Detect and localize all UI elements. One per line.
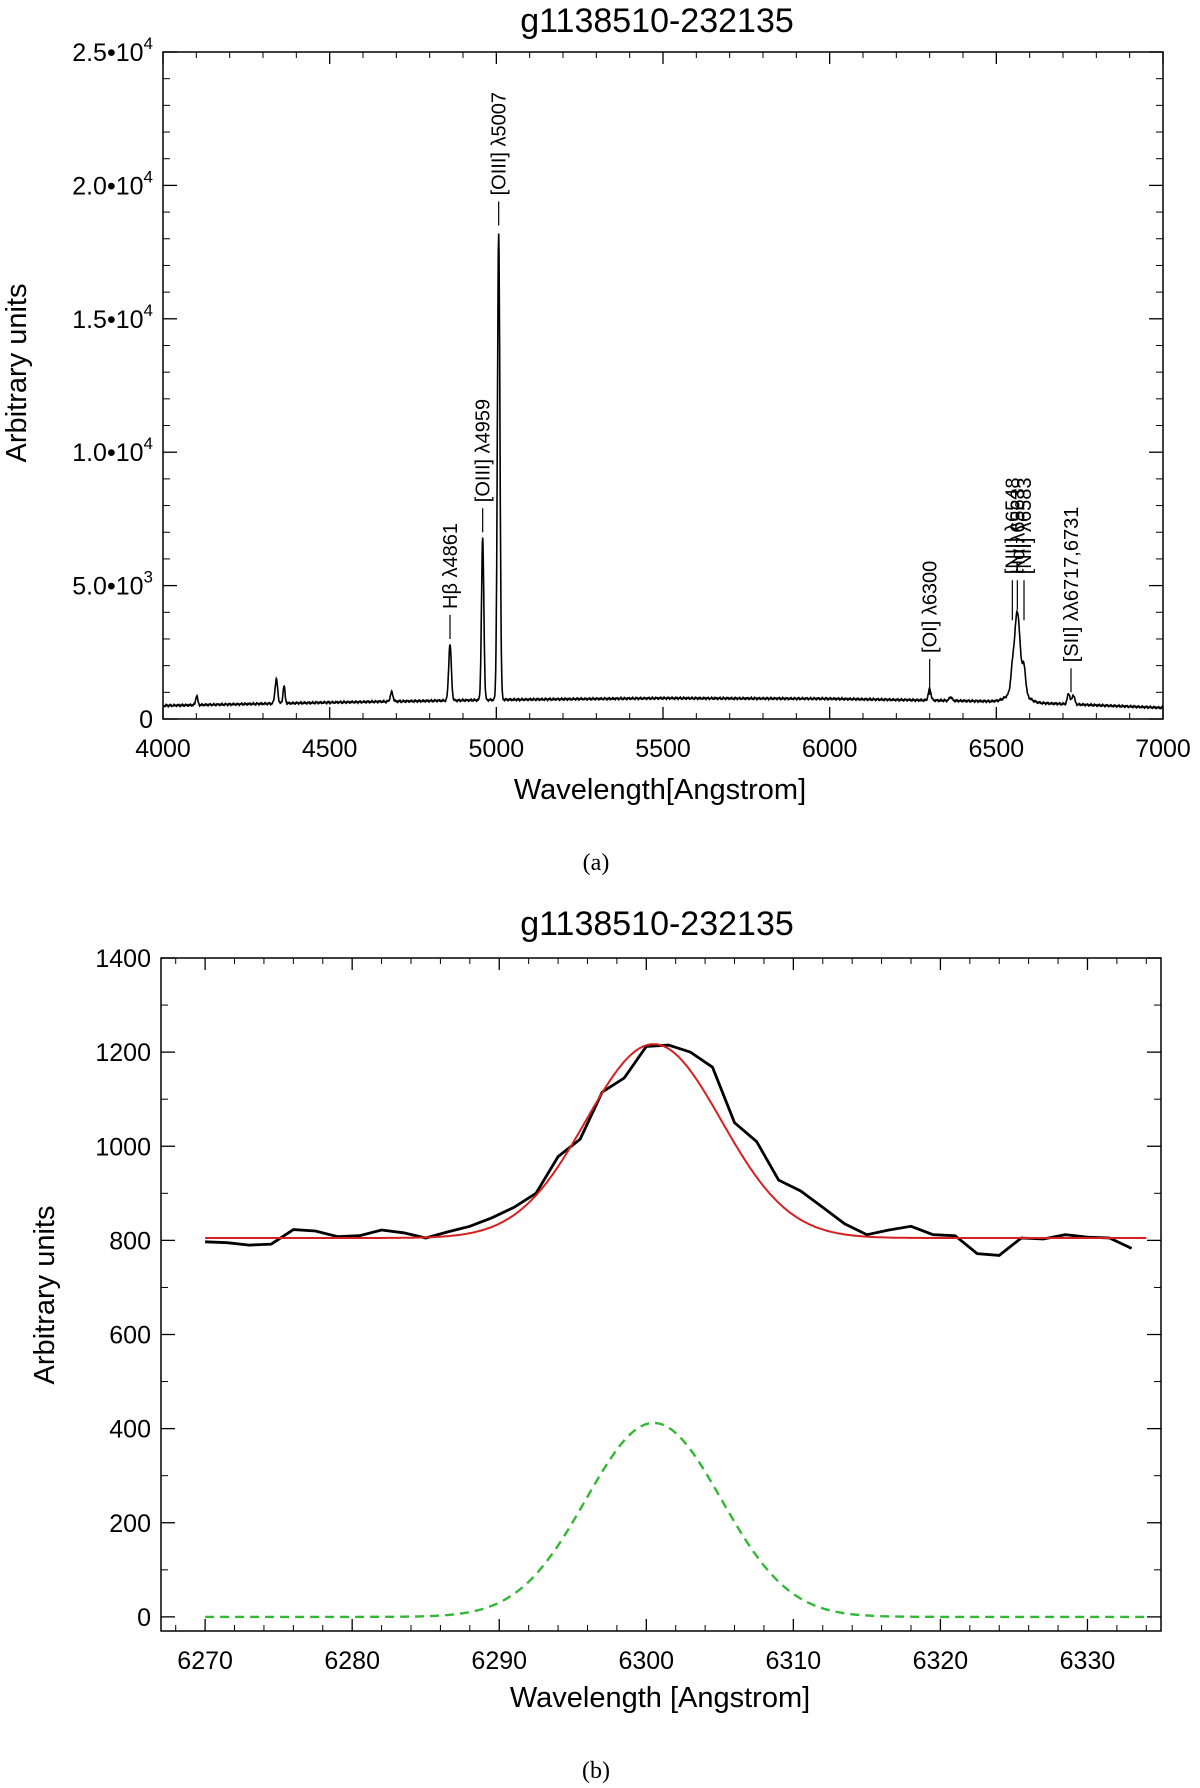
x-tick-label: 6000 bbox=[802, 735, 858, 763]
spectrum-line bbox=[162, 233, 1164, 710]
panel-a: g1138510-232135 4000 4500 5000 5500 6000 6500… bbox=[1, 2, 1191, 876]
chart-b-x-axis: 6270 6280 6290 6300 6310 6320 6330 bbox=[175, 958, 1147, 1675]
chart-b-y-axis: 0 200 400 600 800 1000 1200 1400 bbox=[95, 945, 1161, 1632]
y-tick-label: 2.5•104 bbox=[72, 34, 153, 67]
x-tick-label: 6310 bbox=[766, 1647, 822, 1675]
chart-b-caption: (b) bbox=[582, 1758, 610, 1784]
chart-a-frame bbox=[162, 51, 1164, 720]
x-tick-label: 4000 bbox=[135, 735, 191, 763]
y-tick-mantissa: 5.0•10 bbox=[72, 573, 143, 601]
panel-b: g1138510-232135 6270 6280 6290 6300 6310 6320… bbox=[29, 905, 1162, 1784]
y-tick-label: 1200 bbox=[95, 1039, 151, 1067]
chart-b-y-label: Arbitrary units bbox=[29, 1206, 61, 1385]
line-component-dashed bbox=[205, 1421, 1147, 1619]
y-tick-label: 0 bbox=[137, 1604, 151, 1632]
chart-a-annotations: Hβ λ4861 [OIII] λ4959 [OIII] λ5007 [OI] λ63… bbox=[440, 92, 1083, 695]
chart-a-plot-area bbox=[162, 233, 1164, 710]
y-tick-exponent: 4 bbox=[144, 167, 153, 186]
y-tick-label: 1.5•104 bbox=[72, 301, 153, 334]
x-tick-label: 7000 bbox=[1135, 735, 1191, 763]
chart-a-x-axis: 4000 4500 5000 5500 6000 6500 7000 bbox=[135, 52, 1191, 763]
observed-spectrum-line bbox=[205, 1043, 1133, 1257]
y-tick-label: 400 bbox=[109, 1416, 151, 1444]
y-tick-exponent: 4 bbox=[144, 434, 153, 453]
annotation-label: [OIII] λ4959 bbox=[473, 399, 495, 502]
y-tick-label: 200 bbox=[109, 1510, 151, 1538]
x-tick-label: 5000 bbox=[469, 735, 525, 763]
annotation-label: [NII] λ6583 bbox=[1014, 478, 1036, 575]
x-tick-label: 6280 bbox=[324, 1647, 380, 1675]
chart-b-x-label: Wavelength [Angstrom] bbox=[510, 1682, 810, 1714]
chart-a-caption: (a) bbox=[583, 850, 610, 876]
y-tick-mantissa: 1.5•10 bbox=[72, 306, 143, 334]
y-tick-mantissa: 2.0•10 bbox=[72, 172, 143, 200]
annotation-label: Hβ λ4861 bbox=[440, 523, 462, 609]
y-tick-mantissa: 1.0•10 bbox=[72, 439, 143, 467]
y-tick-exponent: 4 bbox=[144, 34, 153, 53]
gaussian-fit-line bbox=[205, 1043, 1147, 1239]
annotation-label: [OIII] λ5007 bbox=[489, 92, 511, 195]
y-tick-label: 800 bbox=[109, 1227, 151, 1255]
y-tick-exponent: 4 bbox=[144, 301, 153, 320]
y-tick-label: 1400 bbox=[95, 945, 151, 973]
chart-a-y-label: Arbitrary units bbox=[1, 284, 33, 463]
x-tick-label: 6290 bbox=[471, 1647, 527, 1675]
x-tick-label: 6270 bbox=[177, 1647, 233, 1675]
annotation-label: [OI] λ6300 bbox=[920, 561, 942, 653]
y-tick-label: 1000 bbox=[95, 1133, 151, 1161]
annotation-label: [NII] λ6548 bbox=[1002, 478, 1024, 575]
y-tick-label: 600 bbox=[109, 1322, 151, 1350]
y-tick-exponent: 3 bbox=[144, 568, 153, 587]
chart-b-frame bbox=[160, 957, 1162, 1632]
chart-b-title: g1138510-232135 bbox=[520, 905, 794, 943]
chart-a-title: g1138510-232135 bbox=[520, 2, 794, 40]
annotation-label: [SII] λλ6717,6731 bbox=[1061, 507, 1083, 663]
x-tick-label: 4500 bbox=[302, 735, 358, 763]
x-tick-label: 6330 bbox=[1060, 1647, 1116, 1675]
y-tick-label: 5.0•103 bbox=[72, 568, 153, 601]
x-tick-label: 6320 bbox=[913, 1647, 969, 1675]
x-tick-label: 6500 bbox=[969, 735, 1025, 763]
y-tick-mantissa: 2.5•10 bbox=[72, 39, 143, 67]
y-tick-label: 1.0•104 bbox=[72, 434, 153, 467]
chart-a-x-label: Wavelength[Angstrom] bbox=[514, 774, 806, 806]
x-tick-label: 5500 bbox=[635, 735, 691, 763]
chart-b-plot-area bbox=[205, 1043, 1147, 1619]
y-tick-label: 0 bbox=[139, 706, 153, 734]
y-tick-label: 2.0•104 bbox=[72, 167, 153, 200]
x-tick-label: 6300 bbox=[618, 1647, 674, 1675]
y-tick-mantissa: 0 bbox=[139, 706, 153, 734]
annotation-label: Hα λ6563 bbox=[1007, 488, 1029, 574]
